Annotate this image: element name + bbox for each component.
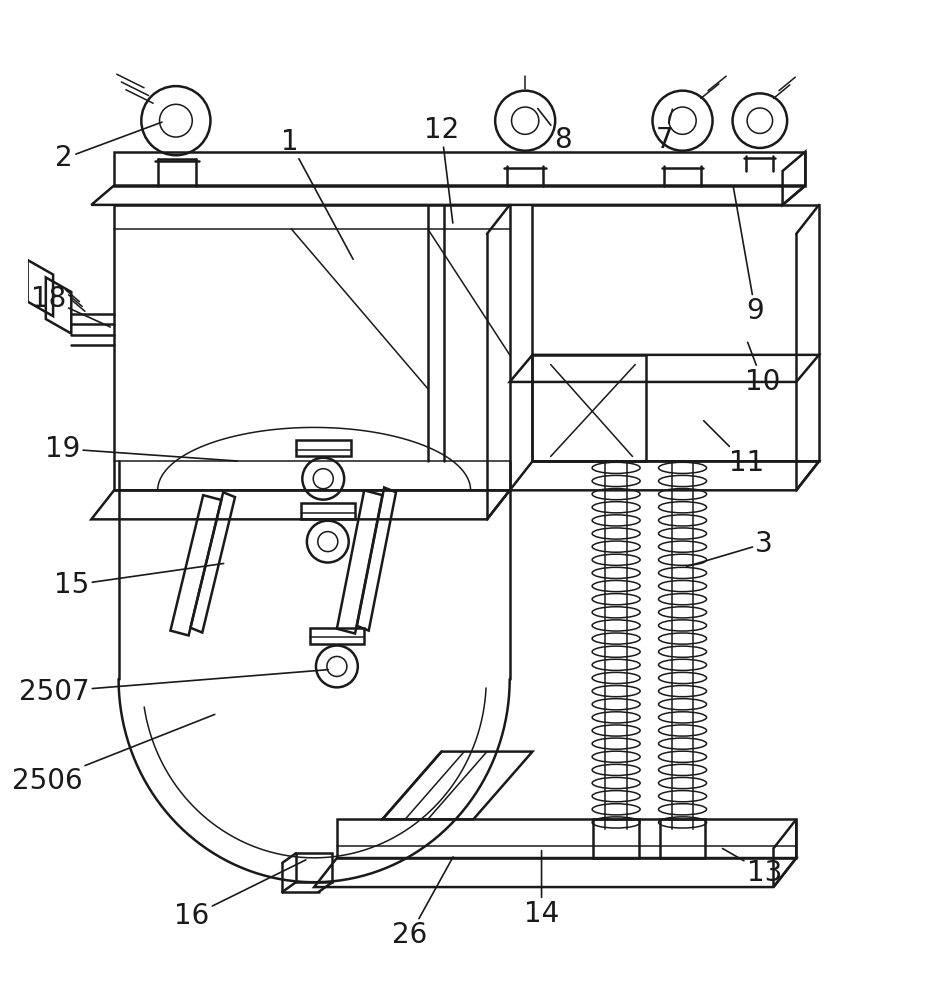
Text: 8: 8 [538,108,572,154]
Text: 9: 9 [733,187,764,325]
Text: 10: 10 [744,342,780,396]
Text: 2507: 2507 [19,670,328,706]
Text: 18: 18 [31,285,110,327]
Text: 7: 7 [655,109,673,154]
Text: 16: 16 [174,860,306,930]
Text: 12: 12 [424,116,459,223]
Text: 15: 15 [55,563,224,599]
Text: 2: 2 [55,122,162,172]
Text: 14: 14 [524,851,559,928]
Text: 3: 3 [686,530,773,567]
Text: 11: 11 [704,421,764,477]
Text: 26: 26 [392,857,453,949]
Text: 19: 19 [45,435,237,463]
Text: 2506: 2506 [11,714,214,795]
Text: 13: 13 [723,848,782,887]
Text: 1: 1 [281,128,353,259]
